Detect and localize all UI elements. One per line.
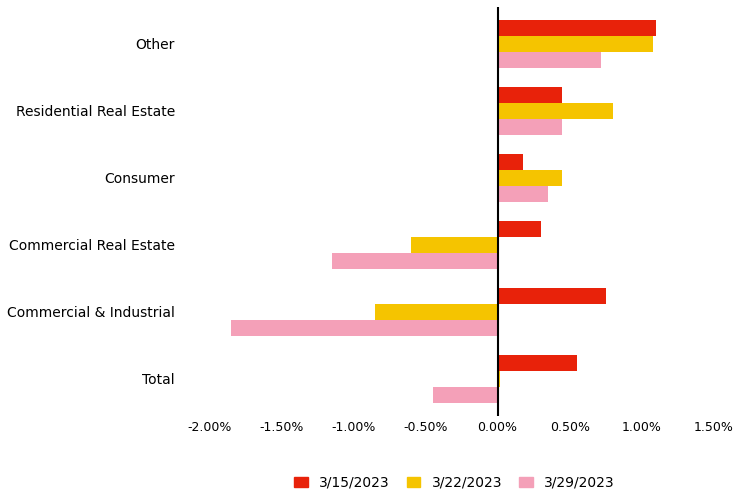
Bar: [497, 103, 613, 119]
Bar: [497, 186, 548, 202]
Bar: [332, 253, 497, 269]
Bar: [497, 221, 541, 237]
Bar: [497, 36, 653, 52]
Bar: [497, 355, 577, 371]
Bar: [497, 20, 656, 36]
Bar: [375, 304, 497, 320]
Legend: 3/15/2023, 3/22/2023, 3/29/2023: 3/15/2023, 3/22/2023, 3/29/2023: [295, 476, 614, 490]
Bar: [497, 52, 602, 68]
Bar: [497, 288, 605, 304]
Bar: [433, 387, 497, 403]
Bar: [497, 87, 562, 103]
Bar: [231, 320, 497, 336]
Bar: [497, 371, 500, 387]
Bar: [497, 170, 562, 186]
Bar: [497, 119, 562, 135]
Bar: [497, 154, 523, 170]
Bar: [411, 237, 497, 253]
